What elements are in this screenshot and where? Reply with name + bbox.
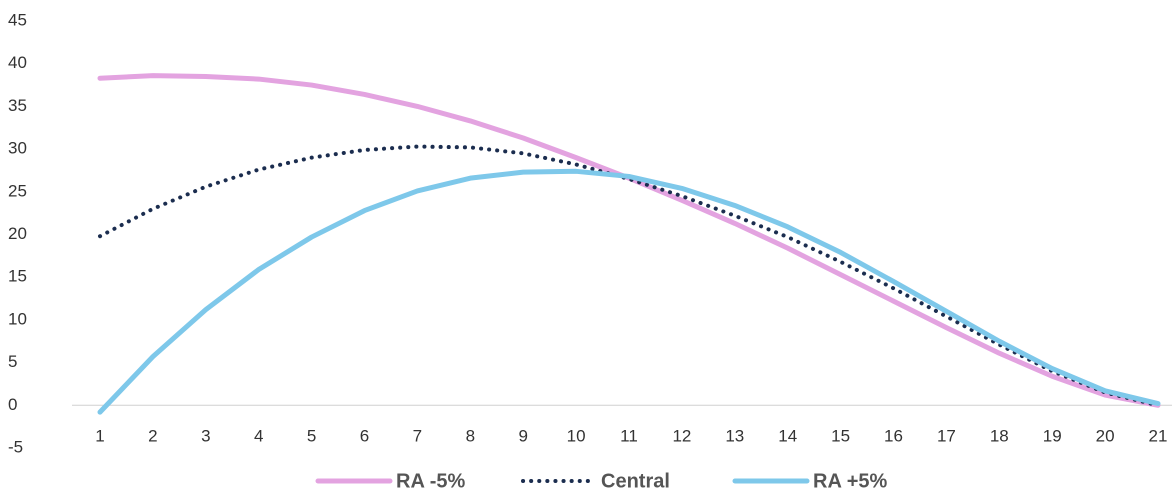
- x-tick-label: 5: [307, 426, 316, 445]
- x-tick-label: 16: [884, 426, 903, 445]
- y-tick-label: 15: [8, 267, 27, 286]
- x-tick-label: 9: [518, 426, 527, 445]
- x-tick-label: 4: [254, 426, 263, 445]
- y-tick-label: 25: [8, 181, 27, 200]
- x-tick-label: 13: [725, 426, 744, 445]
- y-tick-label: -5: [8, 437, 23, 456]
- y-tick-label: 20: [8, 224, 27, 243]
- x-tick-label: 18: [990, 426, 1009, 445]
- x-tick-label: 14: [778, 426, 797, 445]
- x-tick-label: 11: [620, 426, 638, 445]
- y-tick-label: 40: [8, 53, 27, 72]
- series-line: [98, 144, 1160, 408]
- x-tick-label: 3: [201, 426, 210, 445]
- legend-label: Central: [601, 470, 670, 492]
- y-tick-label: 45: [8, 10, 27, 29]
- x-tick-label: 20: [1096, 426, 1115, 445]
- x-tick-label: 7: [413, 426, 422, 445]
- legend-label: RA -5%: [396, 470, 465, 492]
- x-tick-label: 8: [466, 426, 475, 445]
- y-tick-label: 10: [8, 309, 27, 328]
- x-tick-label: 15: [831, 426, 850, 445]
- x-tick-label: 10: [567, 426, 586, 445]
- y-tick-label: 35: [8, 96, 27, 115]
- x-tick-label: 19: [1043, 426, 1062, 445]
- y-tick-label: 0: [8, 395, 17, 414]
- x-tick-label: 1: [95, 426, 104, 445]
- y-tick-label: 30: [8, 139, 27, 158]
- x-tick-label: 2: [148, 426, 157, 445]
- y-tick-label: 5: [8, 352, 17, 371]
- legend-label: RA +5%: [813, 470, 888, 492]
- x-tick-label: 12: [672, 426, 691, 445]
- x-tick-label: 17: [937, 426, 956, 445]
- x-tick-label: 21: [1149, 426, 1168, 445]
- series-line: [97, 168, 1161, 415]
- x-tick-label: 6: [360, 426, 369, 445]
- series-line: [97, 73, 1161, 408]
